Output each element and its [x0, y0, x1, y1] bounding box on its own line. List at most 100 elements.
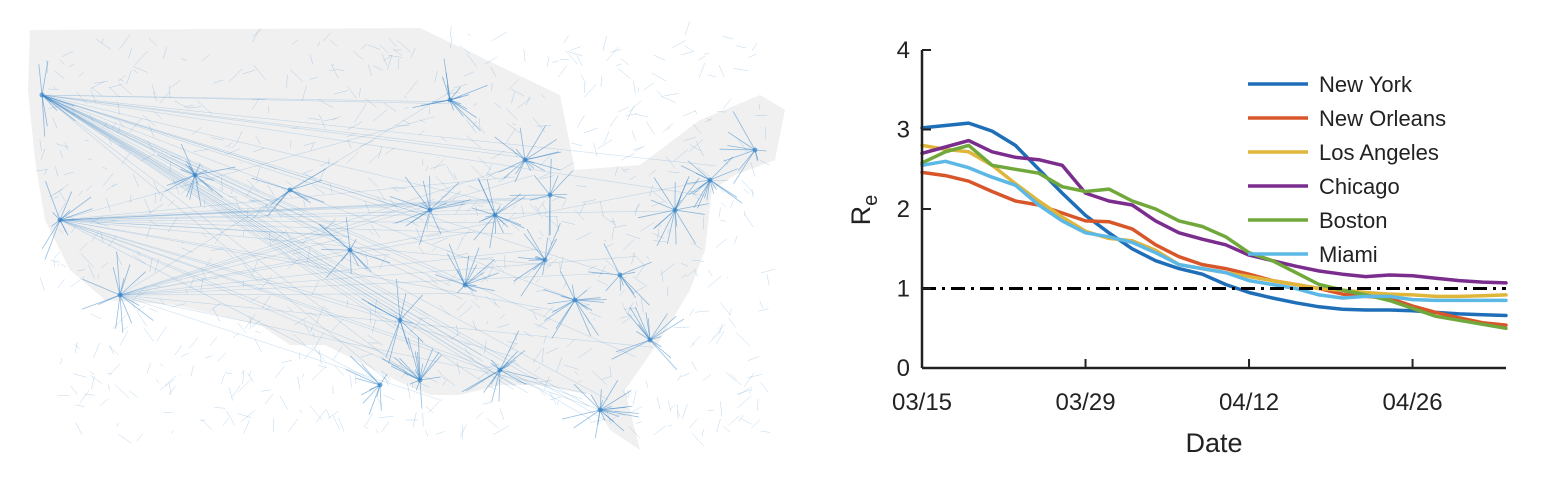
network-edge	[255, 332, 260, 333]
legend-label-boston: Boston	[1319, 208, 1388, 233]
network-edge	[289, 419, 298, 431]
network-edge	[690, 308, 694, 315]
network-edge	[708, 75, 716, 77]
network-edge	[595, 410, 600, 438]
legend-label-chicago: Chicago	[1319, 174, 1400, 199]
network-edge	[723, 99, 731, 109]
x-axis-title: Date	[1185, 428, 1242, 458]
network-hub	[418, 378, 423, 383]
y-tick-label: 3	[897, 117, 910, 144]
network-edge	[744, 373, 754, 387]
network-edge	[144, 328, 154, 341]
network-edge	[627, 105, 634, 120]
network-edge	[333, 415, 340, 429]
network-edge	[376, 429, 379, 433]
network-hub	[673, 208, 678, 213]
network-edge	[594, 143, 598, 156]
network-edge	[450, 26, 451, 38]
network-hub	[348, 248, 353, 253]
network-edge	[210, 337, 217, 346]
network-edge	[652, 73, 667, 81]
network-edge	[661, 96, 676, 103]
y-axis-title: Re	[846, 195, 882, 226]
network-edge	[218, 353, 226, 362]
network-edge	[670, 405, 675, 410]
network-edge	[312, 366, 326, 380]
network-hub	[618, 273, 623, 278]
network-edge	[233, 333, 239, 338]
network-edge	[636, 421, 641, 423]
network-edge	[312, 346, 324, 361]
network-edge	[708, 276, 722, 287]
network-edge	[92, 376, 95, 389]
network-edge	[547, 56, 549, 66]
network-edge	[690, 336, 701, 347]
network-edge	[654, 426, 666, 435]
network-edge	[650, 340, 677, 370]
network-edge	[574, 410, 600, 428]
network-edge	[668, 401, 671, 413]
network-edge	[695, 110, 697, 113]
network-edge	[644, 82, 654, 90]
network-edge	[677, 404, 678, 418]
network-edge	[241, 410, 255, 422]
network-edge	[678, 375, 681, 381]
network-edge	[743, 189, 749, 194]
network-edge	[282, 360, 292, 362]
network-edge	[657, 397, 660, 409]
network-edge	[377, 398, 382, 406]
network-edge	[275, 366, 284, 378]
network-edge	[175, 345, 182, 355]
network-edge	[607, 47, 619, 61]
network-hub	[523, 158, 528, 163]
network-hub	[493, 213, 498, 218]
network-edge	[137, 433, 143, 441]
network-edge	[91, 314, 101, 319]
network-edge	[100, 399, 108, 406]
network-edge	[75, 405, 84, 407]
network-edge	[201, 419, 212, 430]
network-edge	[436, 431, 444, 434]
x-tick-label: 04/12	[1219, 389, 1279, 416]
us-land-outline	[28, 28, 785, 450]
network-edge	[621, 58, 630, 65]
network-hub	[708, 178, 713, 183]
network-edge	[379, 416, 393, 417]
network-edge	[244, 420, 250, 433]
network-edge	[685, 21, 690, 35]
network-edge	[646, 122, 655, 135]
network-edge	[618, 107, 629, 112]
network-hub	[40, 93, 45, 98]
network-edge	[716, 239, 726, 247]
network-edge	[524, 50, 525, 62]
network-edge	[298, 376, 300, 389]
network-edge	[749, 390, 751, 393]
x-tick-label: 03/29	[1055, 389, 1115, 416]
network-edge	[80, 390, 89, 403]
network-edge	[482, 402, 491, 404]
network-edge	[171, 431, 173, 434]
network-edge	[604, 131, 609, 143]
network-edge	[657, 91, 663, 97]
network-edge	[58, 263, 59, 265]
network-edge	[113, 314, 127, 328]
network-edge	[492, 32, 506, 40]
legend-label-miami: Miami	[1319, 242, 1378, 267]
network-edge	[603, 36, 607, 51]
network-edge	[633, 390, 636, 404]
network-edge	[767, 274, 769, 285]
network-edge	[692, 361, 697, 371]
network-edge	[147, 363, 151, 374]
network-edge	[752, 189, 753, 197]
network-edge	[261, 390, 271, 392]
network-edge	[61, 358, 62, 364]
network-hub	[58, 218, 63, 223]
network-edge	[564, 36, 569, 44]
network-edge	[364, 413, 373, 427]
network-edge	[156, 379, 159, 383]
network-edge	[665, 93, 679, 96]
network-edge	[130, 391, 138, 397]
